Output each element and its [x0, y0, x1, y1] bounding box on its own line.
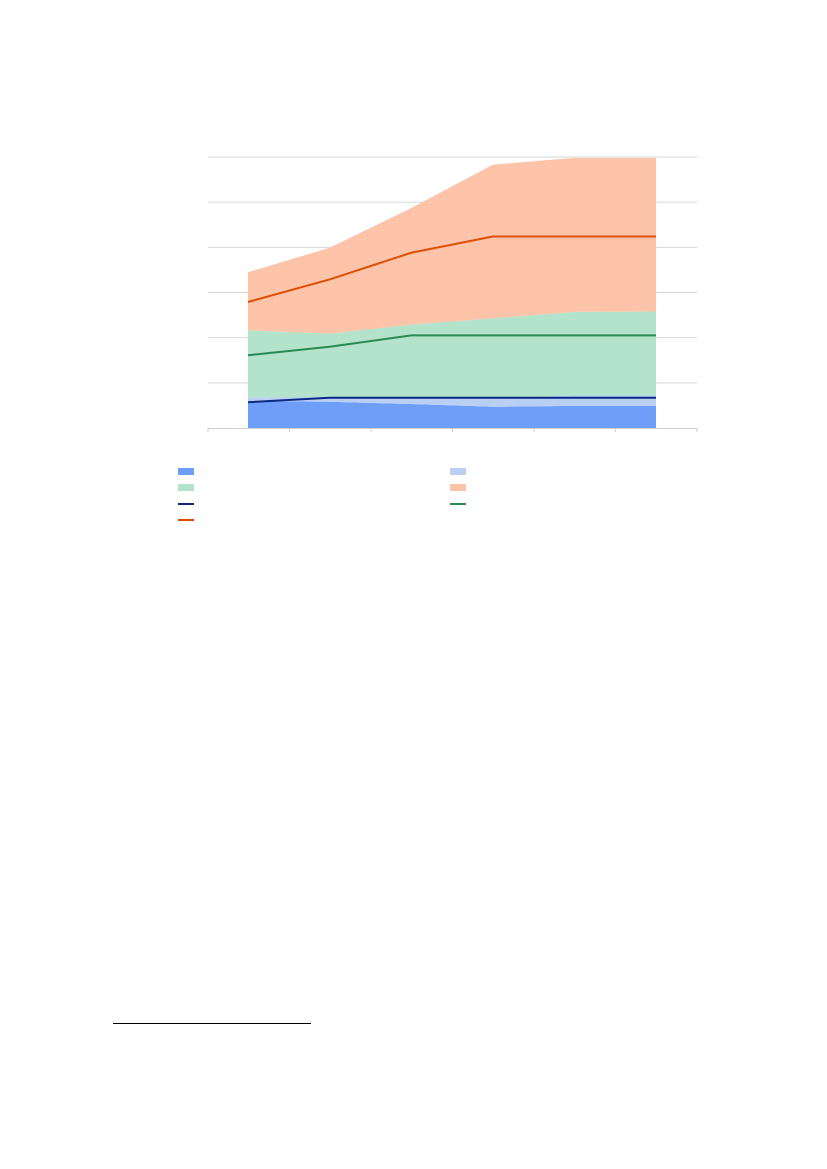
area-series-1	[248, 400, 656, 428]
line-series-3	[247, 235, 656, 303]
legend-color-swatch	[178, 468, 194, 475]
footnote-separator	[113, 1023, 311, 1024]
legend-line-swatch	[178, 519, 194, 521]
legend-color-swatch	[450, 484, 466, 491]
legend-line-swatch	[178, 503, 194, 505]
line-series-2	[247, 334, 656, 357]
legend-line-swatch	[450, 503, 466, 505]
line-series-1	[247, 396, 656, 404]
legend-color-swatch	[178, 484, 194, 491]
area-series-3	[248, 311, 656, 399]
area-series-4	[248, 157, 656, 334]
legend-color-swatch	[450, 468, 466, 475]
